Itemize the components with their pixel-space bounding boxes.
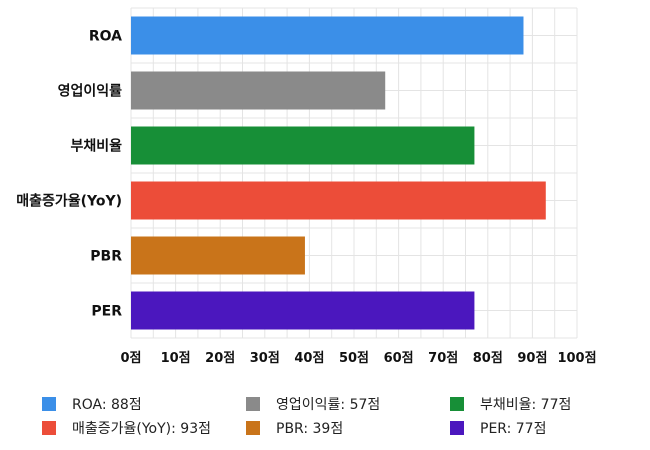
bar (131, 181, 546, 220)
legend-label: 매출증가율(YoY): 93점 (72, 421, 211, 437)
legend-item: 매출증가율(YoY): 93점 (42, 418, 211, 438)
legend-label: 영업이익률: 57점 (276, 397, 381, 413)
bars (131, 16, 546, 330)
category-label: PER (91, 304, 122, 320)
x-tick-label: 70점 (428, 351, 458, 366)
x-tick-label: 100점 (557, 351, 596, 366)
legend-swatch (42, 397, 56, 411)
legend-item: PBR: 39점 (246, 418, 343, 438)
legend-swatch (42, 421, 56, 435)
x-tick-label: 0점 (120, 351, 141, 366)
category-label: 매출증가율(YoY) (16, 193, 122, 210)
legend-swatch (450, 421, 464, 435)
grid (130, 7, 578, 339)
bar (131, 236, 305, 275)
x-tick-label: 60점 (384, 351, 414, 366)
legend-label: ROA: 88점 (72, 397, 142, 413)
bar (131, 71, 386, 110)
category-label: 부채비율 (70, 138, 122, 155)
bar (131, 291, 475, 330)
x-tick-label: 80점 (473, 351, 503, 366)
legend-swatch (246, 421, 260, 435)
x-tick-label: 50점 (339, 351, 369, 366)
x-tick-label: 40점 (294, 351, 324, 366)
category-label: ROA (89, 29, 122, 45)
legend-label: PBR: 39점 (276, 421, 344, 437)
legend-item: ROA: 88점 (42, 394, 142, 414)
x-tick-labels: 0점 10점 20점 30점 40점 50점 60점 70점 80점 90점 100점 (120, 351, 596, 366)
legend-swatch (450, 397, 464, 411)
x-tick-label: 20점 (205, 351, 235, 366)
bar (131, 126, 475, 165)
legend-item: PER: 77점 (450, 418, 546, 438)
legend-item: 부채비율: 77점 (450, 394, 571, 414)
legend-label: PER: 77점 (480, 421, 547, 437)
bar (131, 16, 524, 55)
x-tick-label: 10점 (161, 351, 191, 366)
x-tick-label: 90점 (517, 351, 547, 366)
category-label: PBR (90, 249, 122, 265)
legend-label: 부채비율: 77점 (480, 397, 572, 413)
legend-swatch (246, 397, 260, 411)
x-tick-label: 30점 (250, 351, 280, 366)
legend: ROA: 88점 영업이익률: 57점 부채비율: 77점 매출증가율(YoY)… (42, 390, 622, 446)
category-label: 영업이익률 (58, 83, 123, 100)
legend-item: 영업이익률: 57점 (246, 394, 380, 414)
